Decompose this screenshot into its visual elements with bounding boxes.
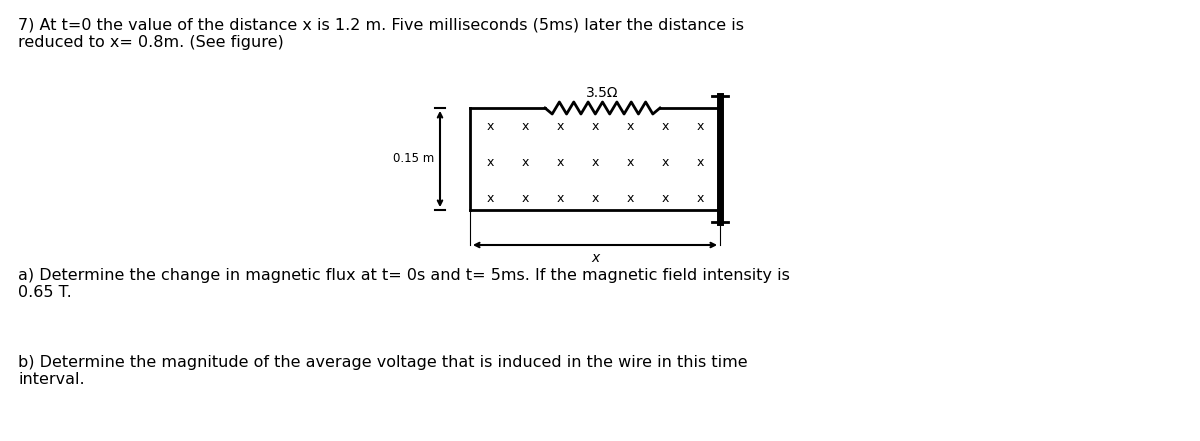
Text: x: x <box>592 120 599 132</box>
Text: x: x <box>521 191 529 205</box>
Text: 7) At t=0 the value of the distance x is 1.2 m. Five milliseconds (5ms) later th: 7) At t=0 the value of the distance x is… <box>18 18 744 50</box>
Text: x: x <box>590 251 599 265</box>
Text: x: x <box>557 191 564 205</box>
Text: x: x <box>521 156 529 168</box>
Text: x: x <box>521 120 529 132</box>
Text: x: x <box>626 156 634 168</box>
Text: x: x <box>486 120 493 132</box>
Text: x: x <box>661 191 668 205</box>
Text: x: x <box>592 191 599 205</box>
Text: x: x <box>486 191 493 205</box>
Text: x: x <box>696 120 703 132</box>
Text: x: x <box>592 156 599 168</box>
Text: x: x <box>661 120 668 132</box>
Text: x: x <box>486 156 493 168</box>
Text: x: x <box>696 191 703 205</box>
Text: 0.15 m: 0.15 m <box>392 153 434 165</box>
Text: b) Determine the magnitude of the average voltage that is induced in the wire in: b) Determine the magnitude of the averag… <box>18 355 748 387</box>
Text: x: x <box>626 191 634 205</box>
Text: x: x <box>661 156 668 168</box>
Text: x: x <box>696 156 703 168</box>
Text: 3.5Ω: 3.5Ω <box>587 86 619 100</box>
Text: a) Determine the change in magnetic flux at t= 0s and t= 5ms. If the magnetic fi: a) Determine the change in magnetic flux… <box>18 268 790 300</box>
Text: x: x <box>557 156 564 168</box>
Text: x: x <box>626 120 634 132</box>
Text: x: x <box>557 120 564 132</box>
